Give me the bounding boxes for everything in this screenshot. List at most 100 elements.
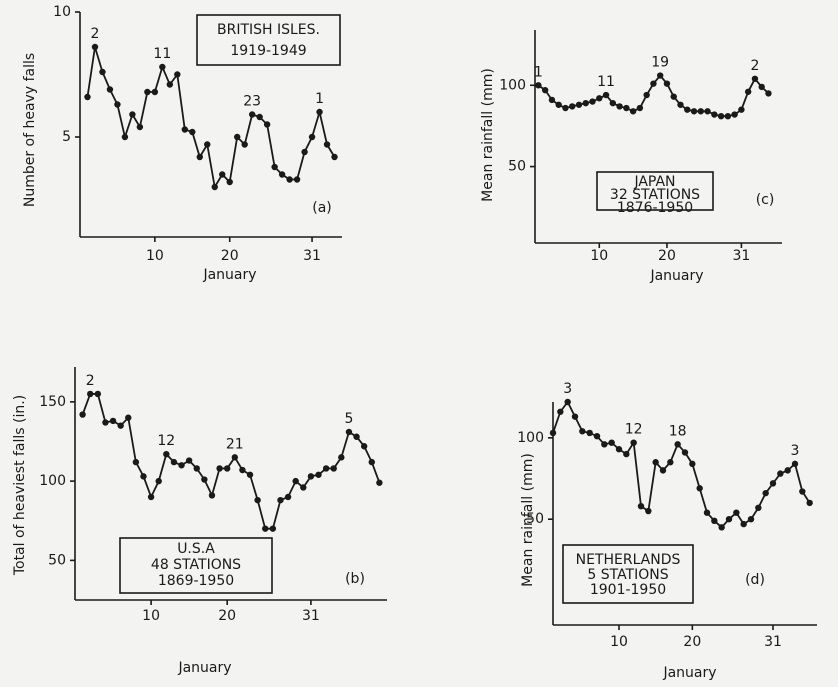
- peak-label: 2: [750, 58, 759, 74]
- peak-label: 11: [597, 74, 615, 90]
- legend-text: 32 STATIONS: [610, 187, 700, 203]
- data-point: [684, 106, 691, 113]
- data-point: [582, 99, 589, 107]
- legend-text: U.S.A: [177, 541, 215, 557]
- x-tick-label: 10: [590, 248, 608, 264]
- legend-box: [196, 14, 341, 66]
- data-point: [376, 479, 383, 486]
- data-point: [571, 413, 579, 420]
- data-point: [656, 72, 664, 79]
- data-point: [623, 450, 630, 458]
- x-axis-label: January: [649, 268, 703, 284]
- data-line: [86, 46, 336, 190]
- data-point: [262, 525, 269, 532]
- peak-label: 3: [791, 443, 800, 459]
- data-point: [360, 443, 368, 450]
- data-point: [751, 75, 759, 82]
- data-point: [91, 43, 99, 51]
- data-point: [368, 458, 375, 466]
- y-tick-label: 50: [526, 511, 544, 527]
- data-point: [79, 411, 86, 418]
- data-point: [744, 88, 752, 95]
- data-point: [292, 477, 299, 485]
- data-point: [248, 111, 256, 118]
- data-point: [196, 153, 203, 161]
- data-point: [535, 82, 542, 89]
- data-point: [94, 390, 102, 398]
- data-point: [681, 449, 689, 456]
- data-point: [704, 108, 711, 115]
- data-point: [174, 71, 181, 78]
- peak-label: 21: [226, 436, 244, 452]
- data-point: [731, 111, 738, 118]
- data-point: [323, 141, 331, 148]
- x-tick-label: 20: [658, 248, 676, 264]
- legend-box: [119, 537, 273, 594]
- data-point: [331, 153, 338, 161]
- data-point: [738, 106, 745, 113]
- x-tick-label: 10: [142, 608, 160, 624]
- peak-label: 12: [625, 422, 643, 438]
- data-point: [659, 467, 667, 474]
- data-point: [711, 517, 718, 525]
- data-point: [345, 428, 353, 436]
- data-point: [140, 473, 147, 480]
- data-point: [121, 133, 129, 141]
- panel-label: (a): [312, 200, 332, 216]
- data-point: [269, 525, 277, 532]
- data-point: [308, 133, 316, 141]
- data-point: [548, 96, 556, 104]
- data-point: [724, 112, 732, 120]
- data-point: [799, 488, 806, 495]
- data-point: [636, 104, 644, 112]
- data-point: [557, 408, 564, 415]
- peak-label: 5: [344, 411, 353, 427]
- data-point: [293, 176, 301, 183]
- data-point: [125, 414, 132, 421]
- data-point: [643, 91, 650, 99]
- data-point: [129, 111, 136, 118]
- x-tick-label: 20: [218, 608, 236, 624]
- data-point: [147, 493, 155, 501]
- x-axis-label: January: [662, 665, 716, 681]
- data-point: [549, 429, 557, 437]
- peak-label: 11: [153, 46, 171, 62]
- data-point: [629, 108, 637, 115]
- y-tick-label: 50: [508, 159, 526, 175]
- data-point: [204, 141, 211, 148]
- data-point: [725, 515, 733, 523]
- data-point: [703, 509, 711, 516]
- x-tick-label: 31: [303, 248, 321, 264]
- data-point: [109, 417, 117, 425]
- peak-label: 18: [669, 423, 687, 439]
- data-point: [609, 99, 617, 107]
- y-axis-label: Mean rainfall (mm): [520, 453, 536, 587]
- legend-box: [562, 544, 694, 604]
- data-point: [667, 459, 674, 466]
- data-point: [615, 446, 623, 453]
- peak-label: 3: [563, 381, 572, 397]
- data-point: [806, 499, 813, 507]
- data-point: [663, 80, 671, 87]
- data-point: [733, 509, 740, 516]
- data-point: [602, 91, 610, 99]
- data-point: [315, 471, 322, 478]
- data-point: [765, 90, 772, 97]
- data-point: [219, 171, 226, 178]
- data-point: [541, 86, 549, 94]
- data-point: [747, 515, 755, 523]
- data-point: [241, 141, 248, 148]
- data-point: [102, 419, 109, 426]
- peak-label: 12: [157, 433, 175, 449]
- data-point: [579, 428, 586, 435]
- panel-label: (c): [756, 192, 775, 208]
- data-point: [674, 441, 681, 448]
- data-point: [593, 432, 601, 440]
- y-axis-label: Total of heaviest falls (in.): [12, 395, 28, 576]
- x-tick-label: 31: [732, 248, 750, 264]
- data-point: [322, 465, 330, 472]
- data-point: [223, 465, 231, 472]
- data-point: [645, 507, 652, 515]
- peak-label: 1: [315, 91, 324, 107]
